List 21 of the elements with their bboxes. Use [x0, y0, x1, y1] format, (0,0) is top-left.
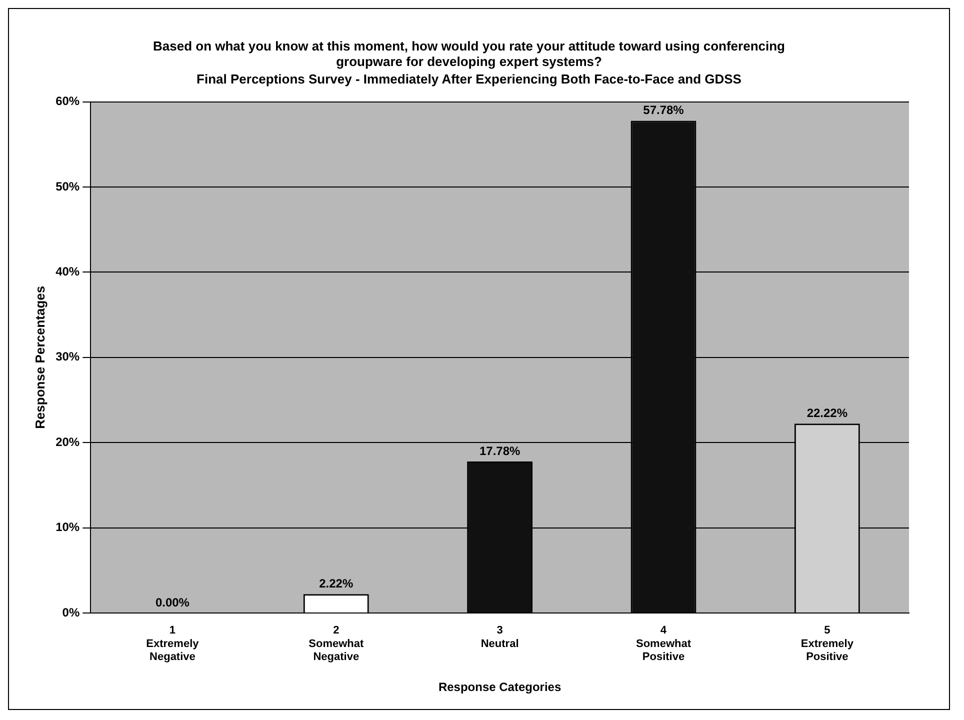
x-tick-label: 2 Somewhat Negative [308, 624, 364, 664]
data-label: 17.78% [479, 444, 520, 458]
data-label: 0.00% [155, 595, 190, 610]
data-label: 2.22% [319, 576, 354, 590]
chart-title: Based on what you know at this moment, how would you rate your attitude toward using conferencing groupware for developing expert systems? [153, 38, 786, 69]
x-tick-label: 5 Extremely Positive [800, 624, 854, 664]
x-tick-label: 3 Neutral [480, 624, 519, 650]
data-label: 57.78% [643, 103, 684, 118]
data-label: 22.22% [806, 406, 848, 420]
x-tick-label: 4 Somewhat Positive [636, 624, 692, 664]
y-axis-title: Response Percentages [32, 286, 48, 429]
y-tick-label: 60% [56, 94, 80, 108]
y-tick-label: 40% [56, 264, 80, 279]
y-tick-label: 10% [56, 520, 80, 534]
chart-subtitle: Final Perceptions Survey - Immediately After Experiencing Both Face-to-Face and GDSS [196, 72, 742, 87]
y-tick-label: 20% [56, 434, 80, 449]
y-tick-label: 50% [56, 179, 80, 194]
y-tick-label: 30% [56, 350, 80, 364]
x-axis-title: Response Categories [438, 680, 562, 694]
x-tick-label: 1 Extremely Negative [146, 624, 200, 664]
y-tick-label: 0% [62, 605, 80, 620]
